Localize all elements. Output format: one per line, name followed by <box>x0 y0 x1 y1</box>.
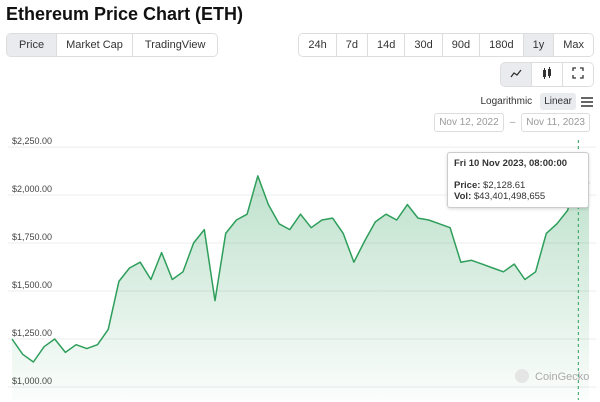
title: Ethereum Price Chart (ETH) <box>6 4 244 24</box>
tooltip-vol-value: $43,401,498,655 <box>473 191 546 202</box>
range-button[interactable]: 90d <box>441 34 480 56</box>
tooltip: Fri 10 Nov 2023, 08:00:00 Price: $2,128.… <box>447 152 589 208</box>
range-button[interactable]: 7d <box>335 34 368 56</box>
candle-icon <box>543 67 551 79</box>
y-tick-label: $1,750.00 <box>12 232 52 242</box>
range-button[interactable]: 30d <box>404 34 442 56</box>
watermark-text: CoinGecko <box>535 371 589 383</box>
date-separator: – <box>509 117 516 128</box>
tooltip-vol: Vol: $43,401,498,655 <box>454 191 582 202</box>
tooltip-price: Price: $2,128.61 <box>454 180 582 191</box>
tooltip-date: Fri 10 Nov 2023, 08:00:00 <box>454 158 568 169</box>
tab[interactable]: Market Cap <box>56 34 132 56</box>
tooltip-price-value: $2,128.61 <box>483 180 526 191</box>
range-button[interactable]: Max <box>553 34 593 56</box>
scale-toggle: Logarithmic Linear <box>476 93 594 110</box>
range-button[interactable]: 24h <box>299 34 336 56</box>
watermark: CoinGecko <box>515 369 589 383</box>
chart-style-group <box>500 62 594 87</box>
line-chart-button[interactable] <box>501 63 531 86</box>
range-button[interactable]: 1y <box>522 34 554 56</box>
fullscreen-button[interactable] <box>562 63 593 86</box>
date-from[interactable]: Nov 12, 2022 <box>434 113 504 132</box>
range-button[interactable]: 180d <box>479 34 523 56</box>
tab[interactable]: Price <box>7 34 57 56</box>
y-tick-label: $2,000.00 <box>12 184 52 194</box>
tab-group: Price Market Cap TradingView <box>6 33 219 57</box>
area <box>12 170 589 400</box>
price-line <box>11 169 590 363</box>
expand-icon <box>572 67 584 79</box>
y-tick-label: $1,250.00 <box>12 328 52 338</box>
scale-option[interactable]: Linear <box>540 93 576 110</box>
date-range: Nov 12, 2022 – Nov 11, 2023 <box>434 113 590 132</box>
line-icon <box>510 69 522 78</box>
candle-chart-button[interactable] <box>531 63 562 86</box>
tooltip-price-label: Price: <box>454 180 481 191</box>
tab[interactable]: TradingView <box>131 34 218 56</box>
date-to[interactable]: Nov 11, 2023 <box>521 113 590 132</box>
tooltip-vol-label: Vol: <box>454 191 472 202</box>
scale-option[interactable]: Logarithmic <box>480 96 533 107</box>
y-tick-label: $2,250.00 <box>12 136 52 146</box>
y-tick-label: $1,500.00 <box>12 280 52 290</box>
range-group: 24h 7d 14d 30d 90d 180d 1y Max <box>298 33 594 57</box>
menu-icon[interactable] <box>580 96 594 108</box>
range-button[interactable]: 14d <box>367 34 405 56</box>
